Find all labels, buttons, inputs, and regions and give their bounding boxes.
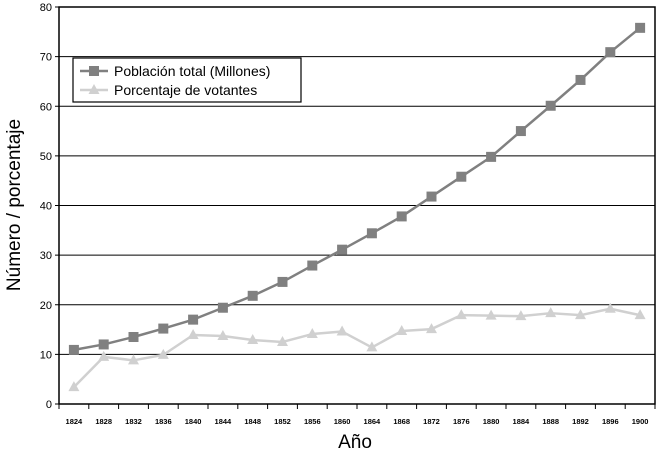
- point-voters-1892: [575, 309, 586, 320]
- x-tick-label-1856: 1856: [304, 417, 321, 426]
- x-tick-label-1888: 1888: [542, 417, 559, 426]
- point-voters-1900: [634, 309, 646, 320]
- axes: 0 10 20 30 40 50 60 70 80 1824 1828 1832 1836 1840 184…: [40, 2, 656, 426]
- point-voters-1876: [455, 309, 467, 320]
- x-tick-label-1892: 1892: [572, 417, 589, 426]
- x-tick-label-1860: 1860: [334, 417, 351, 426]
- y-tick-label-10: 10: [40, 349, 52, 361]
- point-voters-1860: [336, 325, 348, 336]
- x-tick-label-1900: 1900: [632, 417, 649, 426]
- point-population-1844: [217, 302, 228, 313]
- gridlines: [59, 6, 655, 355]
- x-tick-label-1884: 1884: [513, 417, 531, 426]
- point-population-1868: [396, 211, 407, 222]
- point-voters-1856: [306, 328, 318, 339]
- point-population-1856: [307, 260, 318, 271]
- point-population-1880: [486, 151, 497, 162]
- y-tick-label-40: 40: [40, 201, 52, 213]
- point-voters-1864: [366, 341, 378, 352]
- legend-marker-population: [89, 66, 99, 76]
- point-population-1884: [515, 126, 526, 137]
- point-population-1872: [426, 191, 437, 202]
- y-tick-label-30: 30: [40, 250, 52, 262]
- point-population-1860: [337, 244, 348, 255]
- x-axis-title: Año: [338, 432, 372, 453]
- x-tick-label-1844: 1844: [215, 417, 233, 426]
- x-tick-label-1872: 1872: [423, 417, 440, 426]
- x-tick-label-1848: 1848: [244, 417, 261, 426]
- point-voters-1880: [485, 309, 497, 320]
- point-voters-1848: [247, 333, 259, 344]
- point-voters-1844: [217, 330, 229, 341]
- point-population-1840: [188, 314, 199, 325]
- point-voters-1888: [545, 307, 557, 318]
- x-tick-label-1880: 1880: [483, 417, 500, 426]
- point-voters-1884: [515, 310, 527, 321]
- point-voters-1832: [128, 354, 139, 365]
- legend-box: [72, 57, 302, 103]
- y-tick-label-0: 0: [46, 399, 52, 411]
- point-voters-1836: [157, 348, 169, 359]
- legend-label-voters: Porcentaje de votantes: [114, 82, 257, 98]
- x-tick-label-1896: 1896: [602, 417, 619, 426]
- point-population-1900: [635, 22, 646, 33]
- point-population-1896: [605, 47, 616, 58]
- x-tick-label-1868: 1868: [393, 417, 410, 426]
- point-voters-1852: [277, 335, 288, 346]
- x-tick-label-1852: 1852: [274, 417, 291, 426]
- x-tick-label-1832: 1832: [125, 417, 142, 426]
- x-tick-label-1876: 1876: [453, 417, 470, 426]
- x-tick-label-1828: 1828: [95, 417, 112, 426]
- point-population-1836: [158, 323, 169, 334]
- point-voters-1872: [426, 323, 437, 334]
- legend-label-population: Población total (Millones): [114, 63, 270, 79]
- point-population-1832: [128, 332, 139, 343]
- y-tick-label-70: 70: [40, 52, 52, 64]
- y-axis-title: Número / porcentaje: [4, 119, 25, 291]
- point-voters-1868: [396, 325, 408, 336]
- point-population-1876: [456, 171, 467, 182]
- y-tick-label-20: 20: [40, 300, 52, 312]
- point-voters-1824: [68, 381, 80, 392]
- series-line-voters: [73, 307, 641, 389]
- x-tick-label-1840: 1840: [185, 417, 202, 426]
- y-tick-label-80: 80: [40, 2, 52, 14]
- point-population-1848: [247, 290, 258, 301]
- point-voters-1840: [187, 329, 199, 340]
- legend-marker-voters: [88, 84, 100, 94]
- point-population-1852: [277, 276, 288, 287]
- x-tick-label-1836: 1836: [155, 417, 172, 426]
- point-voters-1896: [604, 302, 616, 313]
- point-population-1828: [98, 339, 109, 350]
- x-tick-label-1864: 1864: [364, 417, 382, 426]
- point-population-1824: [68, 344, 79, 355]
- point-population-1888: [545, 100, 556, 111]
- series-layer: [68, 22, 646, 392]
- point-population-1864: [366, 228, 377, 239]
- point-population-1892: [575, 74, 586, 85]
- y-tick-label-50: 50: [40, 151, 52, 163]
- y-tick-label-60: 60: [40, 101, 52, 113]
- x-tick-label-1824: 1824: [66, 417, 84, 426]
- point-voters-1828: [98, 350, 110, 361]
- legend: Población total (Millones) Porcentaje de…: [72, 57, 302, 103]
